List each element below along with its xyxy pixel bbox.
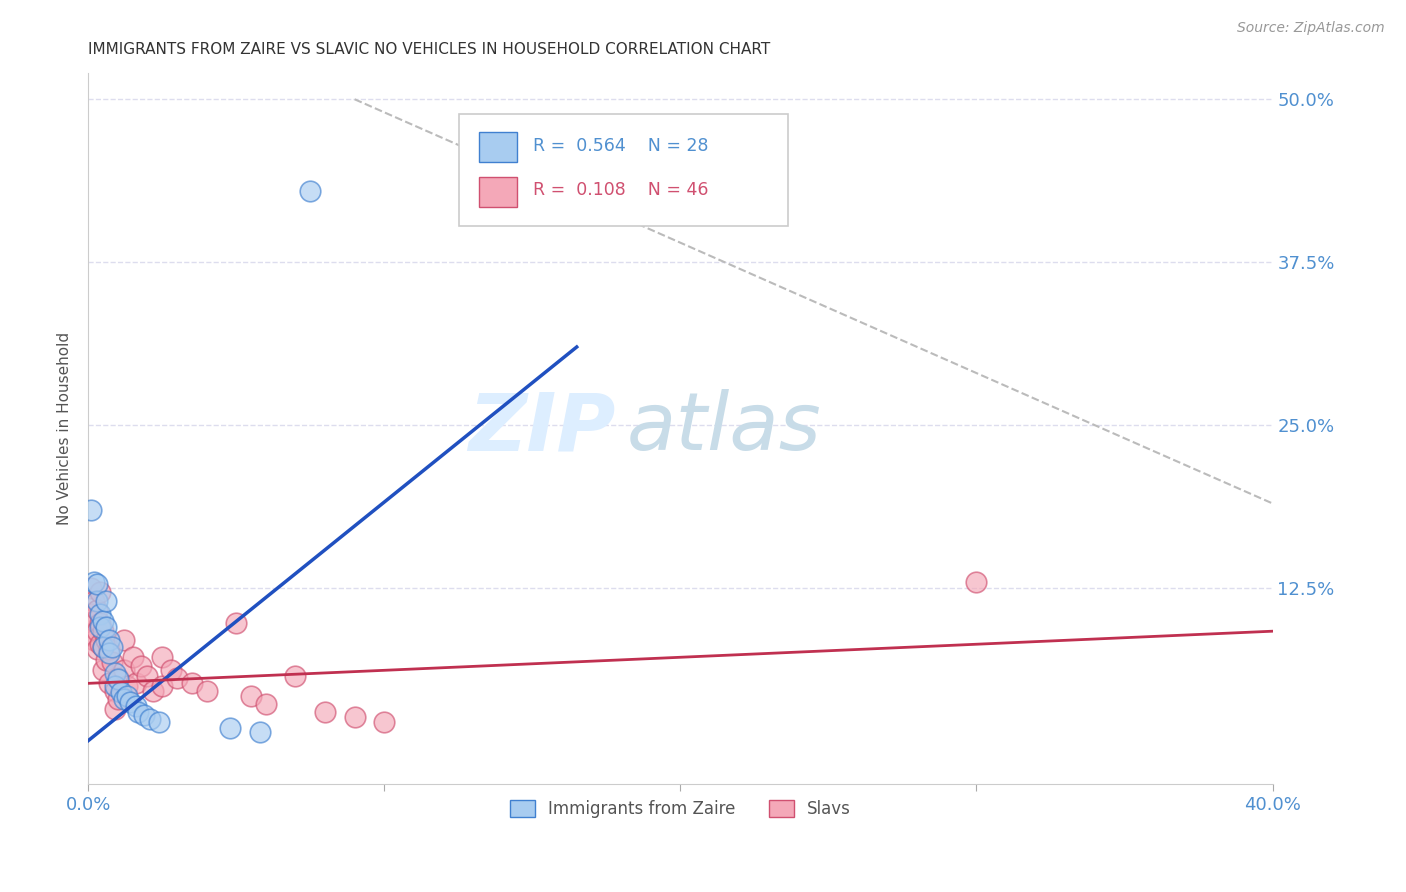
Point xyxy=(97,646,120,660)
Point xyxy=(97,633,120,648)
Y-axis label: No Vehicles in Household: No Vehicles in Household xyxy=(58,332,72,525)
Point xyxy=(86,624,108,639)
Point xyxy=(195,684,218,698)
Point xyxy=(240,690,263,704)
Point xyxy=(124,698,146,713)
Point xyxy=(97,642,120,657)
Point xyxy=(89,585,111,599)
Point xyxy=(115,679,138,693)
Point xyxy=(83,614,105,628)
Point xyxy=(180,676,202,690)
Point xyxy=(150,650,173,665)
Point xyxy=(131,659,153,673)
Point xyxy=(91,624,114,639)
Point xyxy=(314,705,336,719)
Text: IMMIGRANTS FROM ZAIRE VS SLAVIC NO VEHICLES IN HOUSEHOLD CORRELATION CHART: IMMIGRANTS FROM ZAIRE VS SLAVIC NO VEHIC… xyxy=(89,42,770,57)
Point xyxy=(112,633,135,648)
Point xyxy=(86,642,108,657)
Point xyxy=(101,656,124,670)
Bar xyxy=(479,177,517,207)
Point xyxy=(124,676,146,690)
Text: R =  0.564    N = 28: R = 0.564 N = 28 xyxy=(533,136,709,154)
Point xyxy=(104,702,127,716)
Point xyxy=(104,684,127,698)
Point xyxy=(142,684,165,698)
Point xyxy=(112,692,135,706)
Text: ZIP: ZIP xyxy=(468,390,616,467)
Text: Source: ZipAtlas.com: Source: ZipAtlas.com xyxy=(1237,21,1385,35)
Point xyxy=(80,581,103,595)
Point xyxy=(86,594,108,608)
Point xyxy=(139,712,162,726)
Point xyxy=(91,640,114,654)
Point xyxy=(97,676,120,690)
Point xyxy=(127,705,149,719)
Point xyxy=(104,679,127,693)
Point xyxy=(80,627,103,641)
Point xyxy=(148,715,170,730)
Point xyxy=(219,721,242,735)
Point xyxy=(134,707,156,722)
Point xyxy=(89,620,111,634)
Point xyxy=(136,668,159,682)
Point xyxy=(94,633,117,648)
Point xyxy=(89,616,111,631)
Point xyxy=(107,673,129,687)
Point xyxy=(80,607,103,622)
Point xyxy=(94,620,117,634)
Point xyxy=(86,577,108,591)
Point xyxy=(225,616,247,631)
Point xyxy=(299,184,322,198)
Point xyxy=(373,715,395,730)
Point xyxy=(91,640,114,654)
Point xyxy=(104,665,127,680)
Point xyxy=(343,710,366,724)
Point xyxy=(91,614,114,628)
Point xyxy=(94,653,117,667)
Point xyxy=(166,671,188,685)
Point xyxy=(112,663,135,677)
Legend: Immigrants from Zaire, Slavs: Immigrants from Zaire, Slavs xyxy=(503,794,858,825)
Point xyxy=(249,724,271,739)
Point xyxy=(110,685,132,699)
Point xyxy=(89,637,111,651)
Point xyxy=(83,594,105,608)
Point xyxy=(86,603,108,617)
Point xyxy=(150,679,173,693)
Point xyxy=(107,692,129,706)
Point xyxy=(83,574,105,589)
Point xyxy=(121,650,143,665)
Point xyxy=(254,697,277,711)
Text: atlas: atlas xyxy=(627,390,821,467)
Point xyxy=(115,690,138,704)
Point xyxy=(89,607,111,622)
Point xyxy=(965,574,987,589)
Point xyxy=(94,594,117,608)
Point xyxy=(101,640,124,654)
Point xyxy=(83,633,105,648)
Point xyxy=(80,503,103,517)
Point xyxy=(284,668,307,682)
Text: R =  0.108    N = 46: R = 0.108 N = 46 xyxy=(533,181,709,200)
Point xyxy=(107,671,129,685)
Bar xyxy=(479,132,517,162)
Point xyxy=(91,663,114,677)
Point xyxy=(160,663,183,677)
Point xyxy=(118,695,141,709)
FancyBboxPatch shape xyxy=(458,113,789,226)
